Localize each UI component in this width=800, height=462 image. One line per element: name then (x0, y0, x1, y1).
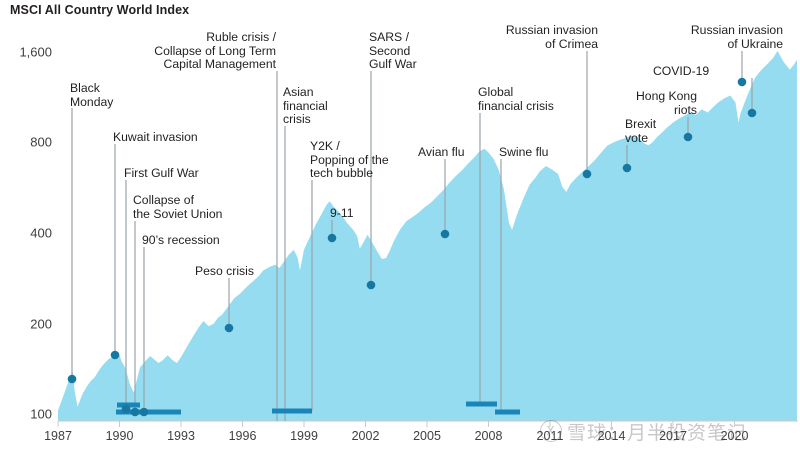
marker-black-monday (67, 374, 77, 384)
annotation-label-brexit-vote: Brexit vote (625, 117, 657, 145)
x-tick-label: 2020 (720, 429, 749, 443)
x-tick-label: 2017 (659, 429, 687, 443)
marker-peso-crisis (224, 323, 234, 333)
marker-covid-19 (747, 108, 757, 118)
x-tick-label: 1987 (44, 429, 72, 443)
annotation-label-nine-eleven: 9-11 (330, 206, 354, 220)
y-tick-label: 1,600 (19, 44, 52, 60)
annotation-label-collapse-soviet-union: Collapse of the Soviet Union (133, 193, 223, 221)
marker-first-gulf-war (121, 404, 131, 414)
marker-brexit-vote (622, 163, 632, 173)
annotation-label-y2k-tech-bubble: Y2K / Popping of the tech bubble (310, 139, 389, 181)
annotation-markers (67, 77, 757, 417)
marker-nine-eleven (327, 233, 337, 243)
watermark-text: 雪球：月半投资笔记 (567, 421, 748, 444)
marker-collapse-soviet-union (130, 407, 140, 417)
page-title: MSCI All Country World Index (10, 3, 190, 17)
y-tick-label: 100 (30, 406, 52, 422)
annotation-label-kuwait-invasion: Kuwait invasion (113, 130, 198, 144)
annotation-label-avian-flu: Avian flu (418, 145, 465, 159)
marker-hong-kong-riots (683, 132, 693, 142)
y-axis: 100 200 400 800 1,600 (0, 0, 52, 462)
annotation-label-russian-invasion-crimea: Russian invasion of Crimea (505, 23, 598, 51)
annotation-label-peso-crisis: Peso crisis (195, 264, 254, 278)
marker-avian-flu (440, 229, 450, 239)
annotation-label-sars-second-gulf-war: SARS / Second Gulf War (369, 30, 417, 72)
annotation-label-ruble-crisis-ltcm: Ruble crisis / Collapse of Long Term Cap… (154, 30, 276, 72)
annotation-label-asian-financial-crisis: Asian financial crisis (283, 85, 328, 127)
annotation-label-hong-kong-riots: Hong Kong riots (636, 89, 697, 117)
marker-russian-invasion-ukraine (737, 77, 747, 87)
annotation-label-global-financial-crisis: Global financial crisis (478, 85, 554, 113)
x-tick-label: 2002 (351, 429, 380, 443)
x-tick-label: 2005 (413, 429, 441, 443)
x-tick-label: 1996 (228, 429, 257, 443)
annotation-label-covid-19: COVID-19 (653, 64, 710, 78)
watermark-logo-icon: X (540, 420, 562, 442)
watermark: X 雪球：月半投资笔记 (540, 414, 795, 448)
marker-kuwait-invasion (110, 350, 120, 360)
annotation-label-90s-recession: 90’s recession (142, 233, 220, 247)
y-tick-label: 400 (30, 225, 52, 241)
annotation-label-black-monday: Black Monday (70, 81, 114, 109)
annotation-label-swine-flu: Swine flu (499, 145, 549, 159)
x-tick-label: 2014 (597, 429, 626, 443)
area-series (58, 50, 797, 422)
annotation-label-first-gulf-war: First Gulf War (124, 166, 199, 180)
marker-russian-invasion-crimea (582, 169, 592, 179)
x-tick-label: 1990 (105, 429, 134, 443)
marker-90s-recession (139, 407, 149, 417)
y-tick-label: 800 (30, 134, 52, 150)
x-tick-label: 1993 (167, 429, 195, 443)
x-tick-label: 2008 (474, 429, 503, 443)
x-tick-label: 1999 (290, 429, 318, 443)
marker-sars-second-gulf-war (366, 280, 376, 290)
annotation-label-russian-invasion-ukraine: Russian invasion of Ukraine (690, 23, 783, 51)
y-tick-label: 200 (30, 316, 52, 332)
